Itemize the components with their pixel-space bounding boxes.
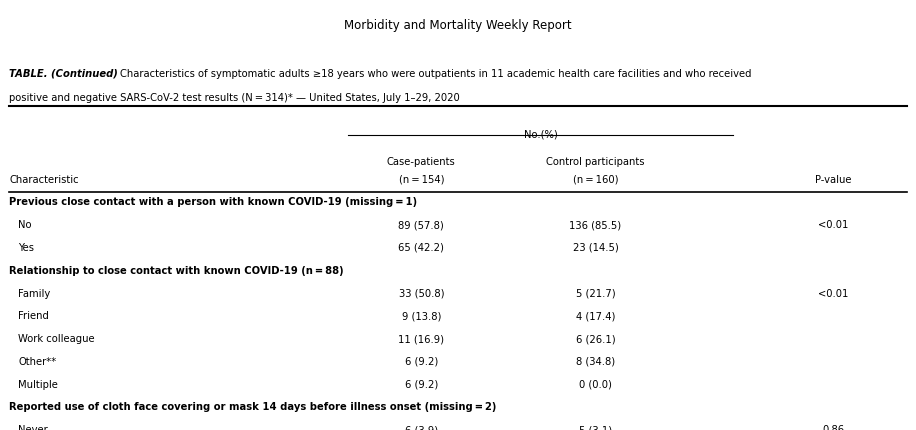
Text: Characteristic: Characteristic xyxy=(9,175,79,184)
Text: TABLE. (Continued): TABLE. (Continued) xyxy=(9,69,118,79)
Text: (n = 154): (n = 154) xyxy=(398,175,444,184)
Text: 6 (26.1): 6 (26.1) xyxy=(575,334,616,344)
Text: Other**: Other** xyxy=(18,357,57,367)
Text: (n = 160): (n = 160) xyxy=(572,175,618,184)
Text: 6 (9.2): 6 (9.2) xyxy=(405,357,438,367)
Text: <0.01: <0.01 xyxy=(818,289,849,298)
Text: 8 (34.8): 8 (34.8) xyxy=(576,357,615,367)
Text: No: No xyxy=(18,220,32,230)
Text: Never: Never xyxy=(18,425,48,430)
Text: <0.01: <0.01 xyxy=(818,220,849,230)
Text: 5 (3.1): 5 (3.1) xyxy=(579,425,612,430)
Text: 6 (3.9): 6 (3.9) xyxy=(405,425,438,430)
Text: Case-patients: Case-patients xyxy=(387,157,456,166)
Text: positive and negative SARS-CoV-2 test results (N = 314)* — United States, July 1: positive and negative SARS-CoV-2 test re… xyxy=(9,93,460,103)
Text: No.(%): No.(%) xyxy=(524,130,557,140)
Text: 5 (21.7): 5 (21.7) xyxy=(575,289,616,298)
Text: 0 (0.0): 0 (0.0) xyxy=(579,380,612,390)
Text: Yes: Yes xyxy=(18,243,34,253)
Text: 9 (13.8): 9 (13.8) xyxy=(402,311,441,321)
Text: 89 (57.8): 89 (57.8) xyxy=(398,220,444,230)
Text: Relationship to close contact with known COVID-19 (n = 88): Relationship to close contact with known… xyxy=(9,266,344,276)
Text: Friend: Friend xyxy=(18,311,49,321)
Text: Previous close contact with a person with known COVID-19 (missing = 1): Previous close contact with a person wit… xyxy=(9,197,418,207)
Text: 65 (42.2): 65 (42.2) xyxy=(398,243,444,253)
Text: Family: Family xyxy=(18,289,50,298)
Text: Characteristics of symptomatic adults ≥18 years who were outpatients in 11 acade: Characteristics of symptomatic adults ≥1… xyxy=(120,69,751,79)
Text: Multiple: Multiple xyxy=(18,380,59,390)
Text: Work colleague: Work colleague xyxy=(18,334,95,344)
Text: P-value: P-value xyxy=(815,175,852,184)
Text: 11 (16.9): 11 (16.9) xyxy=(398,334,444,344)
Text: 136 (85.5): 136 (85.5) xyxy=(570,220,621,230)
Text: Control participants: Control participants xyxy=(546,157,645,166)
Text: 6 (9.2): 6 (9.2) xyxy=(405,380,438,390)
Text: 33 (50.8): 33 (50.8) xyxy=(398,289,444,298)
Text: 0.86: 0.86 xyxy=(823,425,845,430)
Text: 23 (14.5): 23 (14.5) xyxy=(572,243,618,253)
Text: Morbidity and Mortality Weekly Report: Morbidity and Mortality Weekly Report xyxy=(344,19,572,32)
Text: Reported use of cloth face covering or mask 14 days before illness onset (missin: Reported use of cloth face covering or m… xyxy=(9,402,496,412)
Text: 4 (17.4): 4 (17.4) xyxy=(576,311,615,321)
